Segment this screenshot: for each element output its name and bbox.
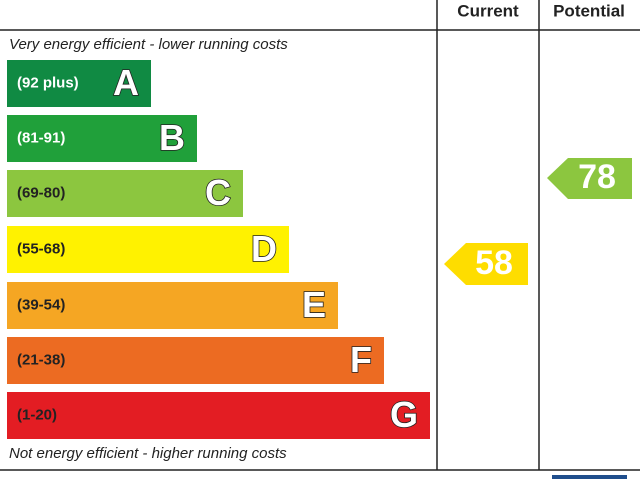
top-note: Very energy efficient - lower running co…: [9, 36, 288, 53]
band-letter: B: [159, 117, 185, 158]
current-header: Current: [457, 1, 519, 20]
potential-arrow: [547, 158, 632, 199]
current-arrow: [444, 243, 528, 285]
band-range: (21-38): [17, 351, 65, 368]
band-bar: [7, 60, 151, 107]
band-range: (69-80): [17, 184, 65, 201]
band-bar: [7, 115, 197, 162]
bands: (92 plus) A (81-91) B (69-80) C (55-68) D (39-54…: [7, 60, 430, 439]
band-bar: [7, 282, 338, 329]
band-letter: G: [390, 394, 418, 435]
band-bar: [7, 226, 289, 273]
band-letter: E: [302, 284, 326, 325]
potential-header: Potential: [553, 1, 625, 20]
band-bar: [7, 337, 384, 384]
band-range: (81-91): [17, 129, 65, 146]
potential-score: 78: [578, 158, 616, 196]
band-letter: A: [113, 62, 139, 103]
band-range: (55-68): [17, 240, 65, 257]
band-letter: F: [350, 339, 372, 380]
band-letter: D: [251, 228, 277, 269]
bottom-note: Not energy efficient - higher running co…: [9, 445, 287, 462]
edge-fragment: [552, 475, 627, 479]
band-letter: C: [205, 172, 231, 213]
current-score: 58: [475, 244, 513, 282]
band-bar: [7, 170, 243, 217]
band-range: (39-54): [17, 296, 65, 313]
band-range: (92 plus): [17, 74, 79, 91]
band-bar: [7, 392, 430, 439]
band-range: (1-20): [17, 406, 57, 423]
